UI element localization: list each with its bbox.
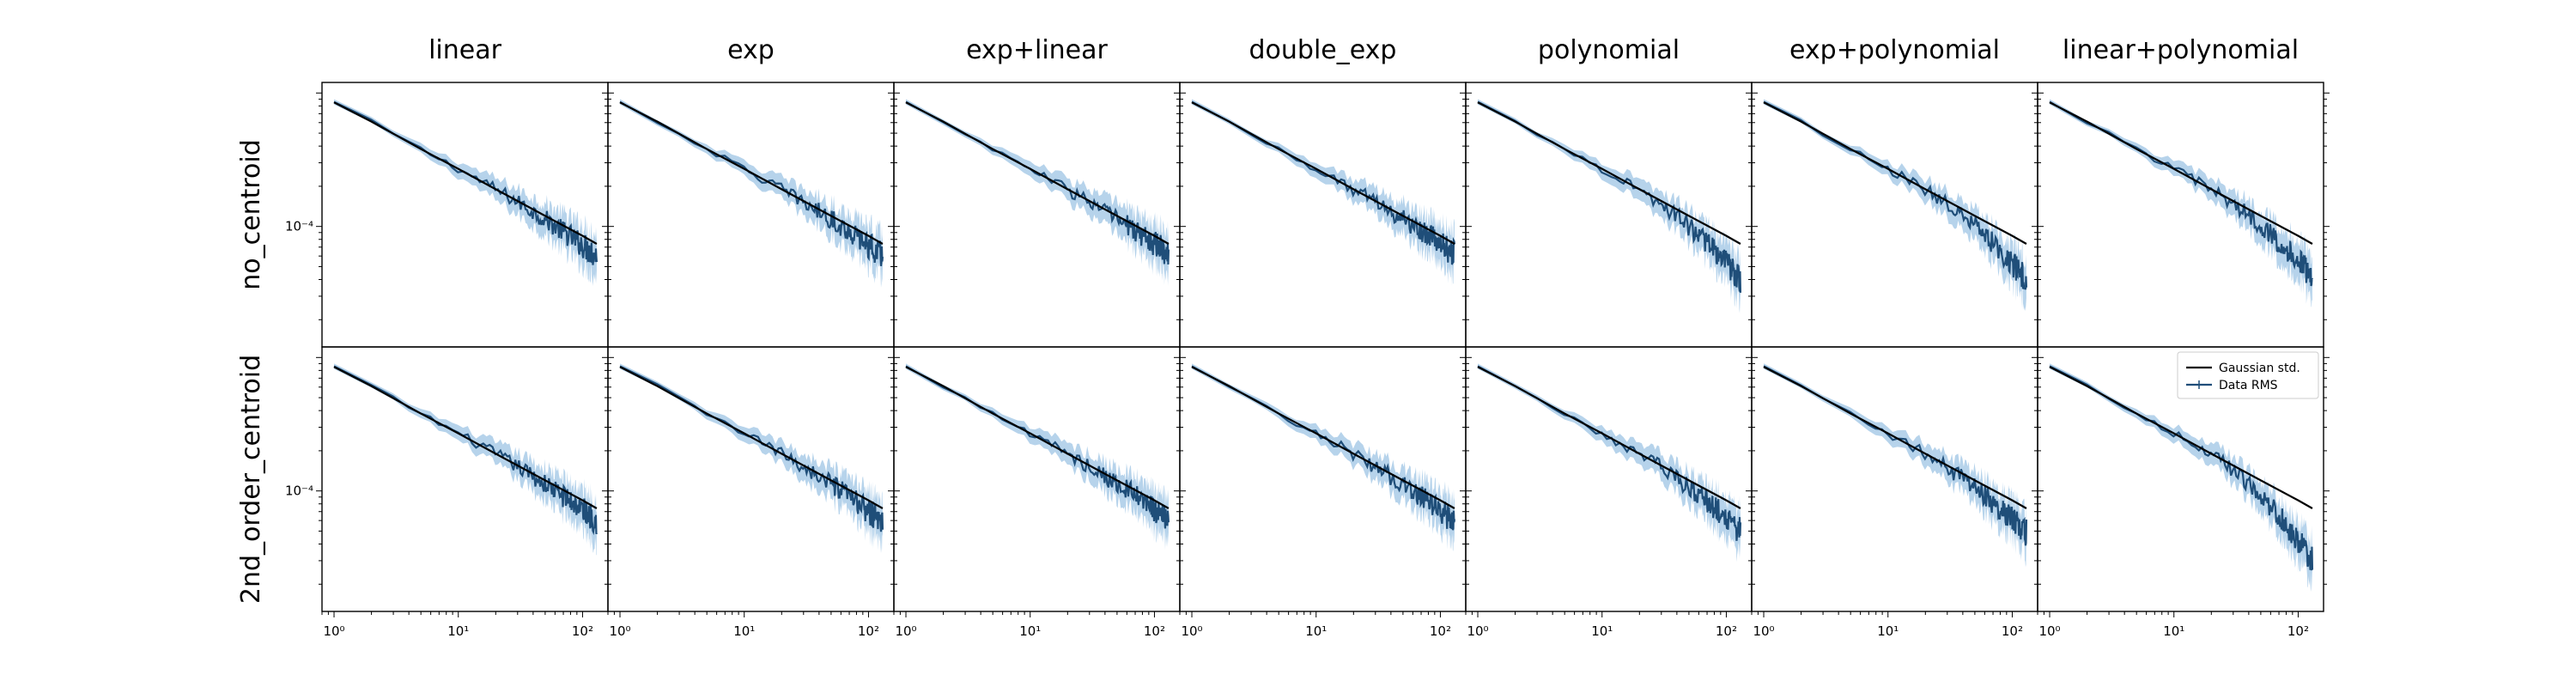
panel-no_centroid-exp+polynomial (1746, 82, 2044, 348)
data-rms-band (1478, 99, 1741, 315)
panel-frame (1465, 82, 1753, 348)
row-label: no_centroid (236, 139, 266, 290)
panel-frame (607, 346, 895, 612)
panel-no_centroid-double_exp (1174, 82, 1472, 348)
data-rms-band (620, 99, 883, 288)
legend: Gaussian std. Data RMS (2177, 351, 2319, 399)
panel-2nd_order_centroid-polynomial: 10⁰ 10¹ 10² (1460, 346, 1758, 639)
column-title: exp+polynomial (1789, 35, 2000, 65)
gaussian-std-line (619, 366, 884, 509)
panel-2nd_order_centroid-linear: 10⁰ 10¹ 10² 10⁻⁴ (285, 346, 614, 639)
gaussian-std-line (1477, 366, 1741, 509)
row-label: 2nd_order_centroid (236, 355, 266, 604)
gaussian-std-line (1191, 101, 1455, 245)
data-rms-line (1477, 365, 1742, 541)
panel-no_centroid-linear: 10⁻⁴ (285, 82, 614, 348)
y-tick-label: 10⁻⁴ (285, 219, 313, 234)
x-tick-label: 10¹ (447, 623, 469, 639)
x-tick-label: 10¹ (1019, 623, 1041, 639)
panel-2nd_order_centroid-double_exp: 10⁰ 10¹ 10² (1174, 346, 1472, 639)
data-rms-band (1764, 99, 2026, 312)
column-title: linear+polynomial (2063, 35, 2299, 65)
gaussian-std-line (333, 366, 598, 509)
gaussian-std-line (2049, 366, 2313, 509)
data-rms-band (906, 99, 1169, 287)
data-rms-line (333, 365, 598, 536)
panel-frame (1751, 82, 2038, 348)
data-rms-line (2049, 365, 2314, 571)
panel-frame (1179, 82, 1467, 348)
x-tick-label: 10¹ (1305, 623, 1327, 639)
data-rms-band (906, 363, 1169, 550)
x-tick-label: 10² (2287, 623, 2309, 639)
panel-2nd_order_centroid-exp+linear: 10⁰ 10¹ 10² (888, 346, 1186, 639)
panel-no_centroid-linear+polynomial (2032, 82, 2330, 348)
x-tick-label: 10⁰ (1467, 623, 1488, 639)
data-rms-line (619, 365, 884, 532)
x-tick-label: 10¹ (2163, 623, 2184, 639)
x-tick-label: 10¹ (1877, 623, 1899, 639)
panel-frame (1465, 346, 1753, 612)
data-rms-line (905, 100, 1170, 265)
x-tick-label: 10⁰ (1753, 623, 1774, 639)
gaussian-std-line (905, 101, 1170, 245)
gaussian-std-line (333, 101, 598, 245)
data-rms-line (1477, 100, 1742, 293)
column-title: polynomial (1538, 35, 1680, 65)
legend-box (2177, 351, 2319, 399)
data-rms-line (1763, 365, 2028, 546)
y-tick-label: 10⁻⁴ (285, 483, 313, 499)
gaussian-std-line (619, 101, 884, 245)
panel-2nd_order_centroid-exp+polynomial: 10⁰ 10¹ 10² (1746, 346, 2044, 639)
legend-label: Data RMS (2219, 379, 2278, 392)
data-rms-line (333, 100, 598, 265)
data-rms-band (620, 363, 883, 553)
column-title: exp+linear (966, 35, 1108, 65)
panel-no_centroid-polynomial (1460, 82, 1758, 348)
x-tick-label: 10⁰ (895, 623, 916, 639)
data-rms-line (1191, 365, 1456, 531)
x-tick-label: 10⁰ (1181, 623, 1202, 639)
panel-frame (2037, 346, 2324, 612)
gaussian-std-line (1763, 101, 2027, 245)
panel-2nd_order_centroid-exp: 10⁰ 10¹ 10² (602, 346, 900, 639)
legend-label: Gaussian std. (2219, 362, 2300, 375)
x-tick-label: 10² (1430, 623, 1451, 639)
x-tick-label: 10² (858, 623, 879, 639)
gaussian-std-line (1477, 101, 1741, 245)
data-rms-band (1764, 363, 2026, 568)
column-title: exp (727, 35, 775, 65)
data-rms-band (2050, 99, 2312, 307)
data-rms-line (2049, 100, 2313, 287)
data-rms-line (1191, 100, 1456, 265)
data-rms-band (1192, 99, 1455, 286)
x-tick-label: 10² (572, 623, 593, 639)
panel-2nd_order_centroid-linear+polynomial: 10⁰ 10¹ 10² Gaussian std. Data RMS (2032, 346, 2330, 639)
x-tick-label: 10¹ (733, 623, 755, 639)
x-tick-label: 10⁰ (2038, 623, 2060, 639)
data-rms-band (1192, 363, 1455, 552)
gaussian-std-line (905, 366, 1170, 509)
panel-no_centroid-exp (602, 82, 900, 348)
x-tick-label: 10² (1716, 623, 1737, 639)
x-tick-label: 10¹ (1591, 623, 1613, 639)
data-rms-band (334, 363, 597, 556)
panel-frame (1751, 346, 2038, 612)
data-rms-line (905, 365, 1170, 529)
column-title: double_exp (1249, 35, 1397, 65)
data-rms-band (1478, 363, 1741, 562)
x-tick-label: 10⁰ (609, 623, 630, 639)
gaussian-std-line (1191, 366, 1455, 509)
data-rms-band (334, 99, 597, 287)
panel-no_centroid-exp+linear (888, 82, 1186, 348)
x-tick-label: 10² (2002, 623, 2023, 639)
panel-frame (607, 82, 895, 348)
gaussian-std-line (1763, 366, 2027, 509)
x-tick-label: 10⁰ (323, 623, 344, 639)
column-title: linear (428, 35, 502, 65)
gaussian-std-line (2049, 101, 2313, 245)
x-tick-label: 10² (1144, 623, 1165, 639)
data-rms-line (1763, 100, 2028, 290)
